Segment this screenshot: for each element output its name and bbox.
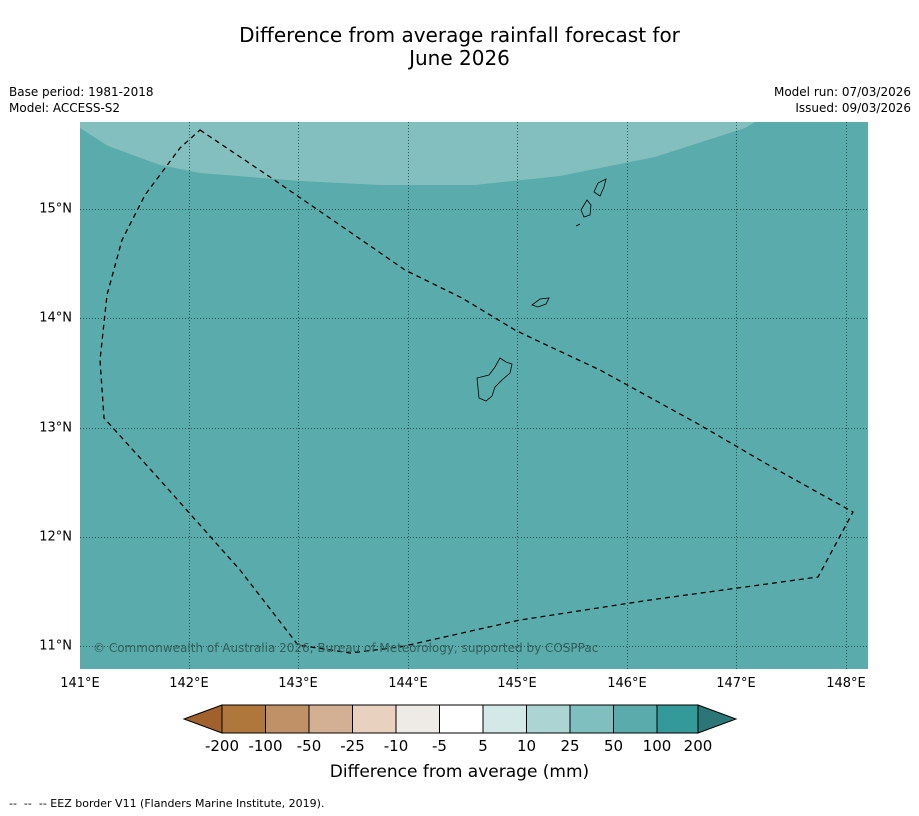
model-text: Model: ACCESS-S2 xyxy=(9,101,121,115)
colorbar-title: Difference from average (mm) xyxy=(329,762,590,782)
colorbar-segment xyxy=(697,704,738,734)
y-tick-label: 13°N xyxy=(39,420,72,436)
x-tick-label: 144°E xyxy=(388,676,428,691)
x-tick-label: 147°E xyxy=(716,676,756,691)
tinian-island xyxy=(580,199,592,218)
colorbar-label: -25 xyxy=(340,737,365,755)
x-tick-label: 142°E xyxy=(169,676,209,691)
model-run-text: Model run: 07/03/2026 xyxy=(773,85,911,99)
colorbar-segment xyxy=(526,704,571,734)
copyright-text: © Commonwealth of Australia 2026, Bureau… xyxy=(93,641,599,655)
colorbar xyxy=(182,704,738,734)
colorbar-label: 10 xyxy=(516,737,537,755)
map-title-line1: Difference from average rainfall forecas… xyxy=(239,23,680,47)
x-tick-label: 141°E xyxy=(60,676,100,691)
islands xyxy=(476,178,607,402)
base-period-text: Base period: 1981-2018 xyxy=(9,85,154,99)
colorbar-label: 25 xyxy=(560,737,580,755)
colorbar-segment xyxy=(182,704,223,734)
colorbar-label: -10 xyxy=(383,737,409,755)
y-tick-label: 14°N xyxy=(39,310,72,326)
y-tick-label: 11°N xyxy=(39,638,72,654)
colorbar-label: -50 xyxy=(296,737,322,755)
upper-rainfall-band xyxy=(80,122,755,185)
colorbar-label: 200 xyxy=(683,737,713,755)
map-title-line2: June 2026 xyxy=(409,46,510,70)
issued-text: Issued: 09/03/2026 xyxy=(795,101,911,115)
x-tick-label: 146°E xyxy=(607,676,647,691)
x-tick-label: 148°E xyxy=(826,676,866,691)
colorbar-segment xyxy=(569,704,614,734)
y-tick-label: 15°N xyxy=(39,201,72,217)
x-tick-label: 145°E xyxy=(497,676,537,691)
colorbar-label: 100 xyxy=(642,737,672,755)
colorbar-label: 5 xyxy=(478,737,488,755)
colorbar-segment xyxy=(221,704,266,734)
colorbar-label: -5 xyxy=(432,737,447,755)
eez-footnote: -- -- -- EEZ border V11 (Flanders Marine… xyxy=(9,797,325,810)
colorbar-segment xyxy=(265,704,310,734)
graticule xyxy=(80,122,868,669)
x-tick-label: 143°E xyxy=(278,676,318,691)
colorbar-segment xyxy=(395,704,440,734)
rota-island xyxy=(531,297,550,308)
colorbar-segment xyxy=(482,704,527,734)
eez-border xyxy=(99,129,854,654)
y-tick-label: 12°N xyxy=(39,529,72,545)
colorbar-segment xyxy=(352,704,397,734)
aguijan-island xyxy=(575,223,581,227)
guam-island xyxy=(476,357,513,402)
colorbar-segment xyxy=(439,704,484,734)
colorbar-label: -100 xyxy=(248,737,283,755)
saipan-island xyxy=(593,178,607,197)
colorbar-label: -200 xyxy=(204,737,240,755)
colorbar-segment xyxy=(613,704,658,734)
colorbar-label: 50 xyxy=(603,737,624,755)
colorbar-segment xyxy=(308,704,353,734)
colorbar-segment xyxy=(656,704,699,734)
